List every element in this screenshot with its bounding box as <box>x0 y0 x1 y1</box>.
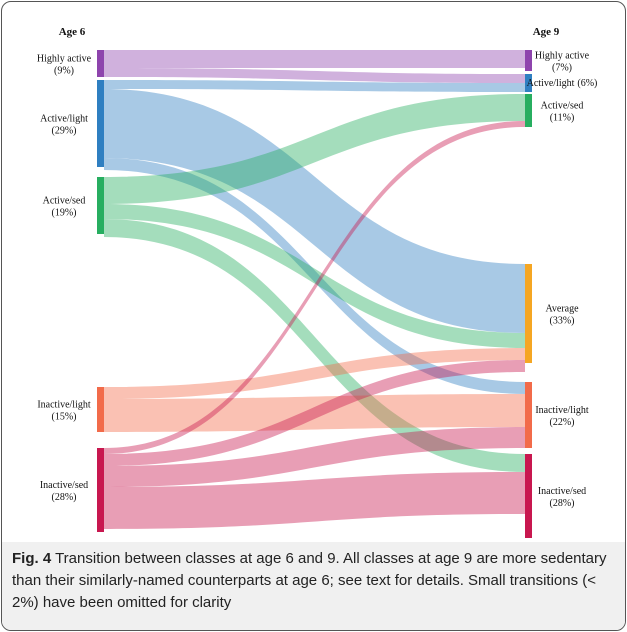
link <box>104 360 525 466</box>
node <box>97 387 104 432</box>
node <box>97 177 104 234</box>
node-name: Average <box>545 304 579 315</box>
node-value-label: (29%) <box>52 126 77 137</box>
links <box>104 50 525 529</box>
link <box>104 472 525 529</box>
node-name: Highly active <box>535 51 590 62</box>
column-title: Age 9 <box>533 26 560 38</box>
caption-text: Transition between classes at age 6 and … <box>12 550 607 611</box>
node-name: Inactive/sed <box>40 480 88 491</box>
link <box>104 348 525 399</box>
caption-label: Fig. 4 <box>12 550 52 567</box>
node-value-label: (11%) <box>550 113 575 124</box>
link <box>104 50 525 68</box>
link <box>104 158 525 394</box>
link <box>104 427 525 487</box>
node <box>97 80 104 167</box>
node-name: Active/sed <box>43 196 86 207</box>
node-value-label: (28%) <box>52 492 77 503</box>
column-title: Age 6 <box>59 26 86 38</box>
node <box>525 94 532 127</box>
node <box>525 264 532 363</box>
node-name: Inactive/sed <box>538 486 586 497</box>
node-value-label: (22%) <box>550 417 575 428</box>
node-value-label: (9%) <box>54 66 74 77</box>
node-value-label: (28%) <box>550 498 575 509</box>
link <box>104 394 525 432</box>
node-value-label: (7%) <box>552 63 572 74</box>
node <box>525 50 532 71</box>
node <box>97 448 104 532</box>
caption: Fig. 4 Transition between classes at age… <box>2 542 625 630</box>
node-value-label: (33%) <box>550 316 575 327</box>
link <box>104 68 525 83</box>
link <box>104 121 525 454</box>
node-value-label: (15%) <box>52 412 77 423</box>
node-name: Inactive/light <box>37 400 91 411</box>
node <box>525 74 532 92</box>
node-name: Active/light <box>40 114 88 125</box>
node <box>525 454 532 538</box>
node <box>97 50 104 77</box>
node-value-label: (19%) <box>52 208 77 219</box>
node-name: Active/light <box>527 78 575 89</box>
link <box>104 80 525 92</box>
node-name: Highly active <box>37 54 92 65</box>
node-name: Active/sed <box>541 101 584 112</box>
link <box>104 94 525 204</box>
node-value-label: (6%) <box>577 78 597 89</box>
node <box>525 382 532 448</box>
node-label: Active/light (6%) <box>527 78 598 89</box>
link <box>104 204 525 348</box>
node-name: Inactive/light <box>535 405 589 416</box>
link <box>104 219 525 472</box>
link <box>104 89 525 333</box>
